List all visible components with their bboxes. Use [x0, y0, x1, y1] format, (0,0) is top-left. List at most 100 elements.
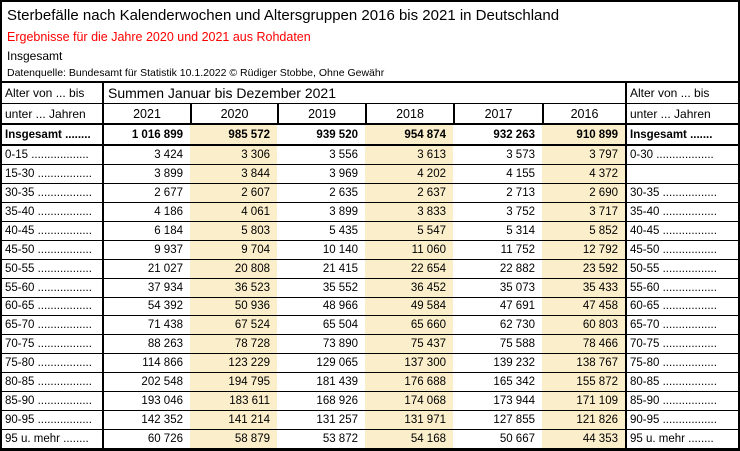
cell-value-2021: 193 046	[104, 392, 190, 412]
row-label-right: 55-60 .................	[627, 279, 738, 298]
col-header-2019: 2019	[277, 104, 365, 125]
row-label-left: 65-70 .................	[2, 316, 104, 336]
cell-value-2021: 60 726	[104, 430, 190, 449]
totals-value-2018: 954 874	[365, 125, 453, 146]
row-label-right	[627, 165, 738, 184]
row-label-left: 45-50 .................	[2, 240, 104, 260]
cell-value-2019: 2 635	[277, 184, 365, 203]
totals-value-2017: 932 263	[453, 125, 542, 146]
cell-value-2017: 4 155	[453, 165, 542, 184]
row-label-left: 50-55 .................	[2, 259, 104, 279]
cell-value-2019: 131 257	[277, 411, 365, 431]
cell-value-2017: 127 855	[453, 411, 542, 431]
cell-value-2019: 48 966	[277, 298, 365, 317]
cell-value-2017: 35 073	[453, 279, 542, 298]
cell-value-2017: 22 882	[453, 260, 542, 279]
cell-value-2017: 75 588	[453, 335, 542, 355]
cell-value-2021: 6 184	[104, 222, 190, 241]
cell-value-2020: 3 844	[190, 164, 277, 184]
cell-value-2020: 58 879	[190, 430, 277, 449]
cell-value-2019: 3 556	[277, 146, 365, 165]
row-label-left: 35-40 .................	[2, 202, 104, 222]
source-note: Datenquelle: Bundesamt für Statistik 10.…	[7, 66, 385, 79]
col-header-2017: 2017	[453, 104, 542, 125]
cell-value-2017: 50 667	[453, 430, 542, 449]
cell-value-2019: 21 415	[277, 260, 365, 279]
cell-value-2020: 194 795	[190, 373, 277, 393]
cell-value-2018: 131 971	[365, 411, 453, 431]
row-label-left: 30-35 .................	[2, 183, 104, 203]
cell-value-2020: 67 524	[190, 316, 277, 336]
report-scope-label: Insgesamt	[7, 48, 63, 63]
cell-value-2018: 11 060	[365, 240, 453, 260]
row-label-left: 60-65 .................	[2, 297, 104, 317]
totals-label-right: Insgesamt .......	[627, 125, 738, 146]
report-header: Sterbefälle nach Kalenderwochen und Alte…	[2, 2, 738, 83]
totals-value-2019: 939 520	[277, 125, 365, 146]
cell-value-2020: 3 306	[190, 146, 277, 165]
row-label-right: 30-35 .................	[627, 184, 738, 203]
row-label-right: 75-80 .................	[627, 354, 738, 374]
cell-value-2021: 202 548	[104, 373, 190, 393]
cell-value-2017: 2 713	[453, 184, 542, 203]
cell-value-2019: 3 969	[277, 165, 365, 184]
row-label-left: 40-45 .................	[2, 221, 104, 241]
cell-value-2018: 49 584	[365, 297, 453, 317]
row-label-right: 60-65 .................	[627, 298, 738, 317]
row-label-right: 40-45 .................	[627, 222, 738, 241]
age-header-right-line1: Alter von ... bis	[627, 83, 738, 104]
cell-value-2016: 47 458	[542, 297, 627, 317]
cell-value-2017: 173 944	[453, 392, 542, 412]
cell-value-2021: 37 934	[104, 279, 190, 298]
col-header-2018: 2018	[365, 104, 453, 125]
cell-value-2021: 2 677	[104, 184, 190, 203]
row-label-right: 45-50 .................	[627, 241, 738, 260]
cell-value-2019: 73 890	[277, 335, 365, 355]
cell-value-2016: 78 466	[542, 335, 627, 355]
cell-value-2016: 60 803	[542, 316, 627, 336]
cell-value-2018: 2 637	[365, 183, 453, 203]
cell-value-2018: 4 202	[365, 164, 453, 184]
cell-value-2016: 155 872	[542, 373, 627, 393]
totals-value-2016: 910 899	[542, 125, 627, 146]
row-label-left: 55-60 .................	[2, 278, 104, 298]
cell-value-2016: 121 826	[542, 411, 627, 431]
cell-value-2017: 47 691	[453, 298, 542, 317]
cell-value-2020: 2 607	[190, 183, 277, 203]
totals-value-2021: 1 016 899	[104, 125, 190, 146]
cell-value-2020: 9 704	[190, 240, 277, 260]
cell-value-2016: 4 372	[542, 164, 627, 184]
totals-value-2020: 985 572	[190, 125, 277, 146]
cell-value-2016: 35 433	[542, 278, 627, 298]
cell-value-2020: 5 803	[190, 221, 277, 241]
cell-value-2019: 3 899	[277, 203, 365, 222]
cell-value-2017: 3 573	[453, 146, 542, 165]
cell-value-2020: 36 523	[190, 278, 277, 298]
row-label-right: 50-55 .................	[627, 260, 738, 279]
cell-value-2021: 114 866	[104, 354, 190, 374]
age-header-right-line2: unter ... Jahren	[627, 104, 738, 125]
totals-label-left: Insgesamt ........	[2, 125, 104, 146]
row-label-left: 0-15 ..................	[2, 146, 104, 165]
cell-value-2018: 75 437	[365, 335, 453, 355]
cell-value-2016: 171 109	[542, 392, 627, 412]
row-label-left: 70-75 .................	[2, 335, 104, 355]
cell-value-2018: 3 613	[365, 146, 453, 165]
cell-value-2017: 139 232	[453, 354, 542, 374]
cell-value-2021: 9 937	[104, 241, 190, 260]
cell-value-2020: 183 611	[190, 392, 277, 412]
age-header-left-line1: Alter von ... bis	[2, 83, 104, 104]
cell-value-2018: 36 452	[365, 278, 453, 298]
row-label-right: 80-85 .................	[627, 373, 738, 393]
cell-value-2016: 23 592	[542, 259, 627, 279]
cell-value-2018: 54 168	[365, 430, 453, 449]
cell-value-2020: 123 229	[190, 354, 277, 374]
cell-value-2019: 181 439	[277, 373, 365, 393]
row-label-right: 0-30 ..................	[627, 146, 738, 165]
row-label-right: 70-75 .................	[627, 335, 738, 355]
cell-value-2021: 88 263	[104, 335, 190, 355]
cell-value-2016: 138 767	[542, 354, 627, 374]
age-header-left-line2: unter ... Jahren	[2, 104, 104, 125]
row-label-right: 35-40 .................	[627, 203, 738, 222]
data-table: Alter von ... bis Summen Januar bis Dezem…	[2, 83, 738, 449]
